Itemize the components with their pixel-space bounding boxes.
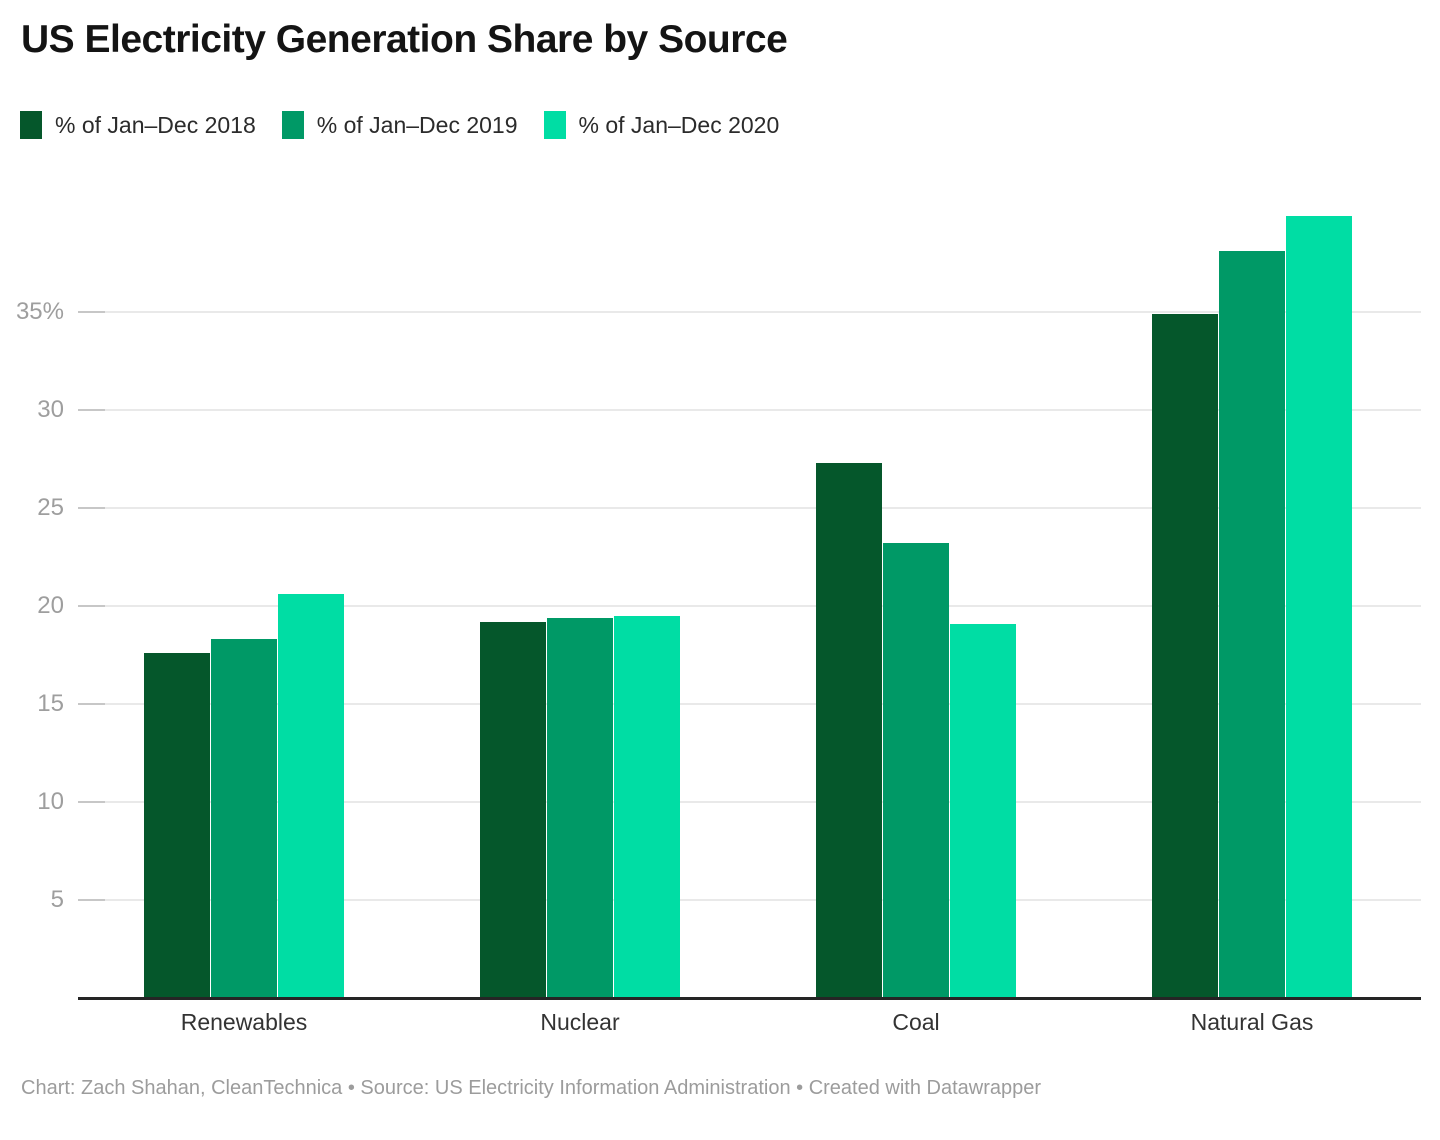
bar-natural-gas-2019[interactable] — [1219, 251, 1285, 998]
bar-coal-2019[interactable] — [883, 543, 949, 998]
bar-natural-gas-2020[interactable] — [1286, 216, 1352, 998]
axis-tick-20 — [78, 605, 105, 607]
axis-tick-15 — [78, 703, 105, 705]
gridline-5 — [78, 899, 1421, 901]
bar-coal-2018[interactable] — [816, 463, 882, 998]
x-axis-category-nuclear: Nuclear — [540, 1009, 620, 1035]
chart-title: US Electricity Generation Share by Sourc… — [21, 18, 788, 61]
legend-label: % of Jan–Dec 2020 — [578, 111, 780, 138]
gridline-10 — [78, 801, 1421, 803]
y-axis-label-15: 15 — [37, 690, 64, 717]
chart-legend: % of Jan–Dec 2018 % of Jan–Dec 2019 % of J… — [20, 111, 779, 139]
bar-nuclear-2020[interactable] — [614, 616, 680, 998]
y-axis-label-10: 10 — [37, 788, 64, 815]
gridline-30 — [78, 409, 1421, 411]
y-axis-label-25: 25 — [37, 494, 64, 521]
x-axis-line — [78, 997, 1421, 1000]
bar-coal-2020[interactable] — [950, 624, 1016, 998]
legend-swatch-icon — [20, 111, 42, 139]
axis-tick-10 — [78, 801, 105, 803]
gridline-25 — [78, 507, 1421, 509]
axis-tick-35 — [78, 311, 105, 313]
axis-tick-25 — [78, 507, 105, 509]
x-axis-category-renewables: Renewables — [180, 1009, 308, 1035]
bar-nuclear-2018[interactable] — [480, 622, 546, 998]
y-axis-label-35: 35% — [15, 298, 64, 325]
y-axis-label-20: 20 — [37, 592, 64, 619]
attribution-footer: Chart: Zach Shahan, CleanTechnica • Sour… — [21, 1077, 1042, 1099]
legend-item-2018: % of Jan–Dec 2018 — [20, 111, 256, 139]
gridline-35 — [78, 311, 1421, 313]
gridline-15 — [78, 703, 1421, 705]
axis-tick-30 — [78, 409, 105, 411]
y-axis-label-5: 5 — [50, 886, 64, 913]
bar-natural-gas-2018[interactable] — [1152, 314, 1218, 998]
axis-tick-5 — [78, 899, 105, 901]
legend-swatch-icon — [543, 111, 566, 139]
legend-label: % of Jan–Dec 2018 — [55, 111, 256, 138]
gridline-20 — [78, 605, 1421, 607]
legend-swatch-icon — [281, 111, 304, 139]
x-axis-category-natural-gas: Natural Gas — [1190, 1009, 1314, 1035]
bar-renewables-2019[interactable] — [211, 639, 277, 998]
bar-renewables-2018[interactable] — [144, 653, 210, 998]
bar-nuclear-2019[interactable] — [547, 618, 613, 998]
x-axis-category-coal: Coal — [892, 1009, 940, 1035]
y-axis-label-30: 30 — [37, 396, 64, 423]
bar-renewables-2020[interactable] — [278, 594, 344, 998]
legend-item-2019: % of Jan–Dec 2019 — [281, 111, 518, 139]
legend-label: % of Jan–Dec 2019 — [316, 111, 518, 138]
legend-item-2020: % of Jan–Dec 2020 — [543, 111, 780, 139]
